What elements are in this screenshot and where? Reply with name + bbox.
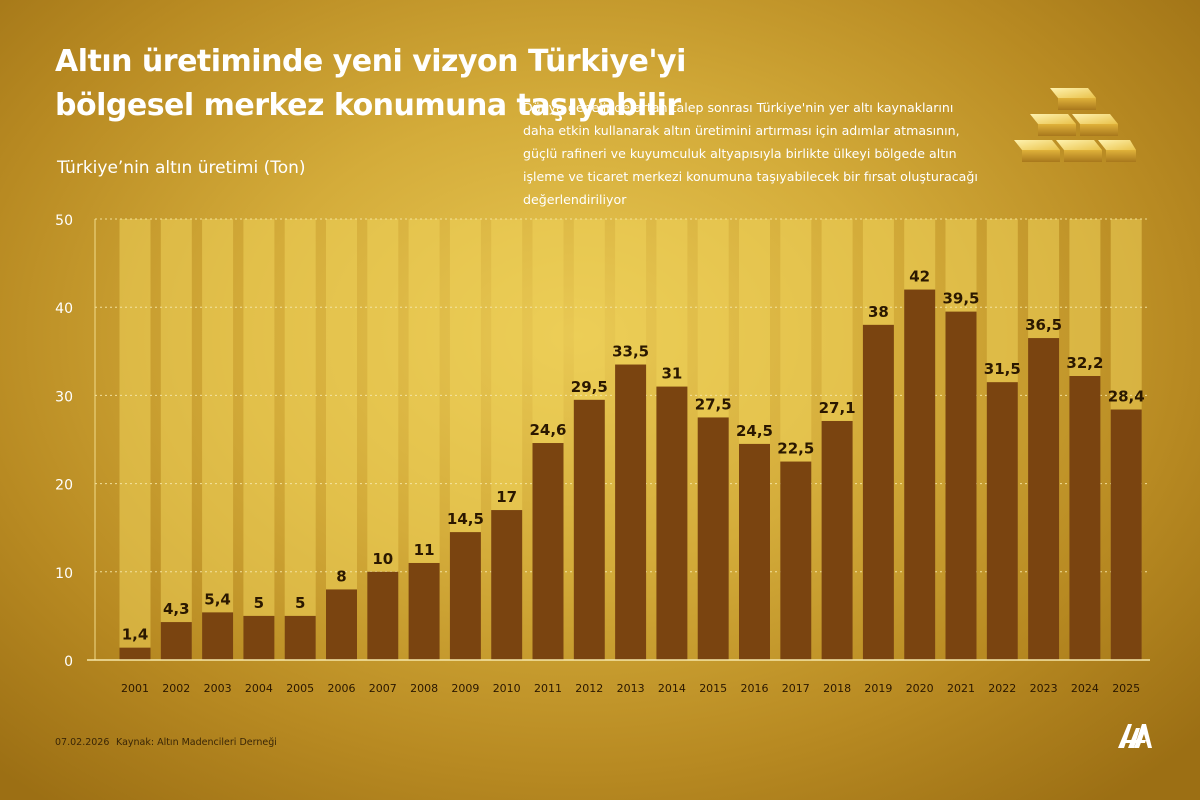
data-label: 38: [868, 303, 889, 321]
bar: [1028, 338, 1060, 660]
x-tick-label: 2017: [782, 682, 810, 695]
x-tick-label: 2005: [286, 682, 314, 695]
aa-logo-icon: [1118, 724, 1152, 748]
x-tick-label: 2004: [245, 682, 273, 695]
bar: [739, 443, 770, 660]
data-label: 28,4: [1108, 388, 1145, 406]
y-tick-label: 0: [64, 654, 73, 670]
y-tick-label: 10: [55, 566, 73, 582]
data-label: 24,6: [529, 421, 566, 439]
bar: [615, 364, 647, 660]
x-tick-label: 2002: [162, 682, 190, 695]
data-label: 5,4: [204, 590, 231, 608]
x-tick-label: 2023: [1030, 682, 1058, 695]
bar: [656, 386, 688, 660]
y-tick-label: 50: [55, 213, 73, 229]
data-label: 5: [254, 594, 264, 612]
data-label: 36,5: [1025, 316, 1062, 334]
bar: [1069, 375, 1101, 660]
bar: [573, 399, 605, 660]
column-band: [119, 219, 151, 660]
footer-source: Kaynak: Altın Madencileri Derneği: [116, 737, 277, 748]
bar: [160, 622, 192, 660]
column-band: [160, 219, 192, 660]
bar: [367, 571, 399, 660]
description-text: Dünya genelinde artan talep sonrası Türk…: [523, 100, 978, 207]
data-label: 5: [295, 594, 305, 612]
y-tick-label: 20: [55, 478, 73, 494]
x-tick-label: 2013: [617, 682, 645, 695]
bar: [202, 612, 234, 660]
x-tick-label: 2007: [369, 682, 397, 695]
x-tick-label: 2010: [493, 682, 521, 695]
y-tick-label: 40: [55, 301, 73, 317]
bar: [862, 324, 894, 660]
gold-bars-icon: [1014, 88, 1136, 162]
chart-title: Türkiye’nin altın üretimi (Ton): [57, 158, 306, 178]
bar: [945, 311, 977, 660]
data-label: 31,5: [984, 360, 1021, 378]
data-label: 27,1: [819, 399, 856, 417]
bar: [243, 615, 275, 660]
x-tick-label: 2022: [988, 682, 1016, 695]
bar: [449, 532, 481, 660]
data-label: 24,5: [736, 422, 773, 440]
bar: [1110, 409, 1142, 660]
data-label: 1,4: [122, 626, 149, 644]
data-label: 27,5: [695, 395, 732, 413]
bar: [904, 289, 936, 660]
bar: [986, 382, 1018, 660]
bar: [491, 510, 523, 660]
data-label: 42: [909, 268, 930, 286]
bar: [284, 615, 316, 660]
bar: [821, 420, 853, 660]
x-tick-label: 2024: [1071, 682, 1099, 695]
x-tick-label: 2014: [658, 682, 686, 695]
x-tick-label: 2020: [906, 682, 934, 695]
data-label: 33,5: [612, 343, 649, 361]
data-label: 17: [496, 488, 517, 506]
x-tick-label: 2003: [204, 682, 232, 695]
x-tick-label: 2018: [823, 682, 851, 695]
x-tick-label: 2019: [864, 682, 892, 695]
data-label: 31: [661, 365, 682, 383]
x-tick-label: 2011: [534, 682, 562, 695]
data-label: 39,5: [942, 290, 979, 308]
x-tick-label: 2012: [575, 682, 603, 695]
bar: [408, 562, 440, 660]
data-label: 22,5: [777, 440, 814, 458]
bar: [532, 443, 564, 660]
bar: [119, 647, 151, 660]
column-band: [243, 219, 275, 660]
bar: [780, 461, 812, 660]
data-label: 11: [414, 541, 435, 559]
y-tick-label: 30: [55, 389, 73, 405]
x-tick-label: 2006: [328, 682, 356, 695]
x-tick-label: 2009: [451, 682, 479, 695]
x-tick-label: 2021: [947, 682, 975, 695]
page-title: Altın üretiminde yeni vizyon Türkiye'yi …: [55, 44, 686, 123]
x-tick-label: 2001: [121, 682, 149, 695]
column-band: [326, 219, 357, 660]
bar: [697, 417, 729, 660]
data-label: 10: [372, 550, 393, 568]
footer-date: 07.02.2026: [55, 737, 110, 748]
x-tick-label: 2015: [699, 682, 727, 695]
data-label: 29,5: [571, 378, 608, 396]
data-label: 4,3: [163, 600, 190, 618]
x-tick-label: 2008: [410, 682, 438, 695]
column-band: [202, 219, 234, 660]
x-tick-label: 2016: [741, 682, 769, 695]
data-label: 32,2: [1066, 354, 1103, 372]
column-band: [284, 219, 316, 660]
x-tick-label: 2025: [1112, 682, 1140, 695]
bar: [326, 589, 357, 660]
data-label: 8: [336, 567, 346, 585]
data-label: 14,5: [447, 510, 484, 528]
